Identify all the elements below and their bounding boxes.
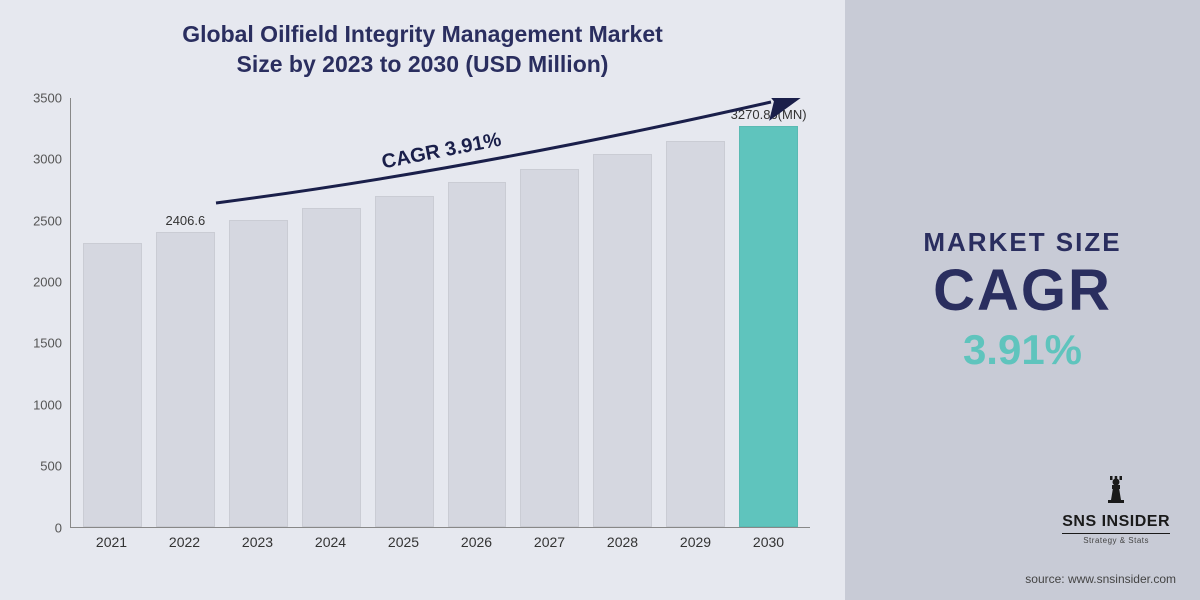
bar: [83, 243, 142, 527]
y-tick-label: 3500: [33, 90, 62, 105]
x-tick-label: 2026: [447, 534, 506, 550]
bar: [666, 141, 725, 527]
x-tick-label: 2029: [666, 534, 725, 550]
x-tick-label: 2023: [228, 534, 287, 550]
y-tick-label: 2500: [33, 213, 62, 228]
y-tick-label: 500: [40, 459, 62, 474]
bar: [520, 169, 579, 527]
x-tick-label: 2022: [155, 534, 214, 550]
side-percent: 3.91%: [923, 326, 1121, 374]
y-tick-label: 2000: [33, 275, 62, 290]
chart-panel: Global Oilfield Integrity Management Mar…: [0, 0, 845, 600]
side-panel: MARKET SIZE CAGR 3.91% SNS INSIDER Strat…: [845, 0, 1200, 600]
x-axis-labels: 2021 2022 2023 2024 2025 2026 2027 2028 2029 2030: [70, 534, 810, 550]
y-axis: 0500100015002000250030003500: [30, 98, 70, 528]
side-text-block: MARKET SIZE CAGR 3.91%: [923, 227, 1121, 374]
x-tick-label: 2028: [593, 534, 652, 550]
x-tick-label: 2025: [374, 534, 433, 550]
bar: [375, 196, 434, 527]
logo-divider: [1062, 533, 1170, 535]
logo-block: SNS INSIDER Strategy & Stats: [1062, 476, 1170, 546]
side-title: MARKET SIZE: [923, 227, 1121, 258]
x-tick-label: 2021: [82, 534, 141, 550]
chess-piece-icon: [1105, 476, 1127, 509]
bar: [593, 154, 652, 527]
bar-value-label: 3270.86(MN): [731, 107, 807, 122]
bar-value-label: 2406.6: [165, 213, 205, 228]
bar: [448, 182, 507, 526]
x-tick-label: 2024: [301, 534, 360, 550]
y-tick-label: 1000: [33, 397, 62, 412]
bar: [229, 220, 288, 526]
chart-area: 0500100015002000250030003500 2406.63270.…: [70, 98, 815, 578]
logo-tagline: Strategy & Stats: [1062, 536, 1170, 545]
title-line-2: Size by 2023 to 2030 (USD Million): [30, 50, 815, 80]
y-tick-label: 3000: [33, 152, 62, 167]
bar: 3270.86(MN): [739, 126, 798, 527]
side-cagr-word: CAGR: [923, 262, 1121, 320]
logo-name: SNS INSIDER: [1062, 513, 1170, 531]
chart-title: Global Oilfield Integrity Management Mar…: [30, 20, 815, 80]
bar: 2406.6: [156, 232, 215, 527]
bar: [302, 208, 361, 527]
plot-region: 2406.63270.86(MN) CAGR 3.91%: [70, 98, 810, 528]
x-tick-label: 2030: [739, 534, 798, 550]
y-tick-label: 1500: [33, 336, 62, 351]
y-tick-label: 0: [55, 520, 62, 535]
title-line-1: Global Oilfield Integrity Management Mar…: [30, 20, 815, 50]
x-tick-label: 2027: [520, 534, 579, 550]
source-text: source: www.snsinsider.com: [1025, 572, 1176, 586]
